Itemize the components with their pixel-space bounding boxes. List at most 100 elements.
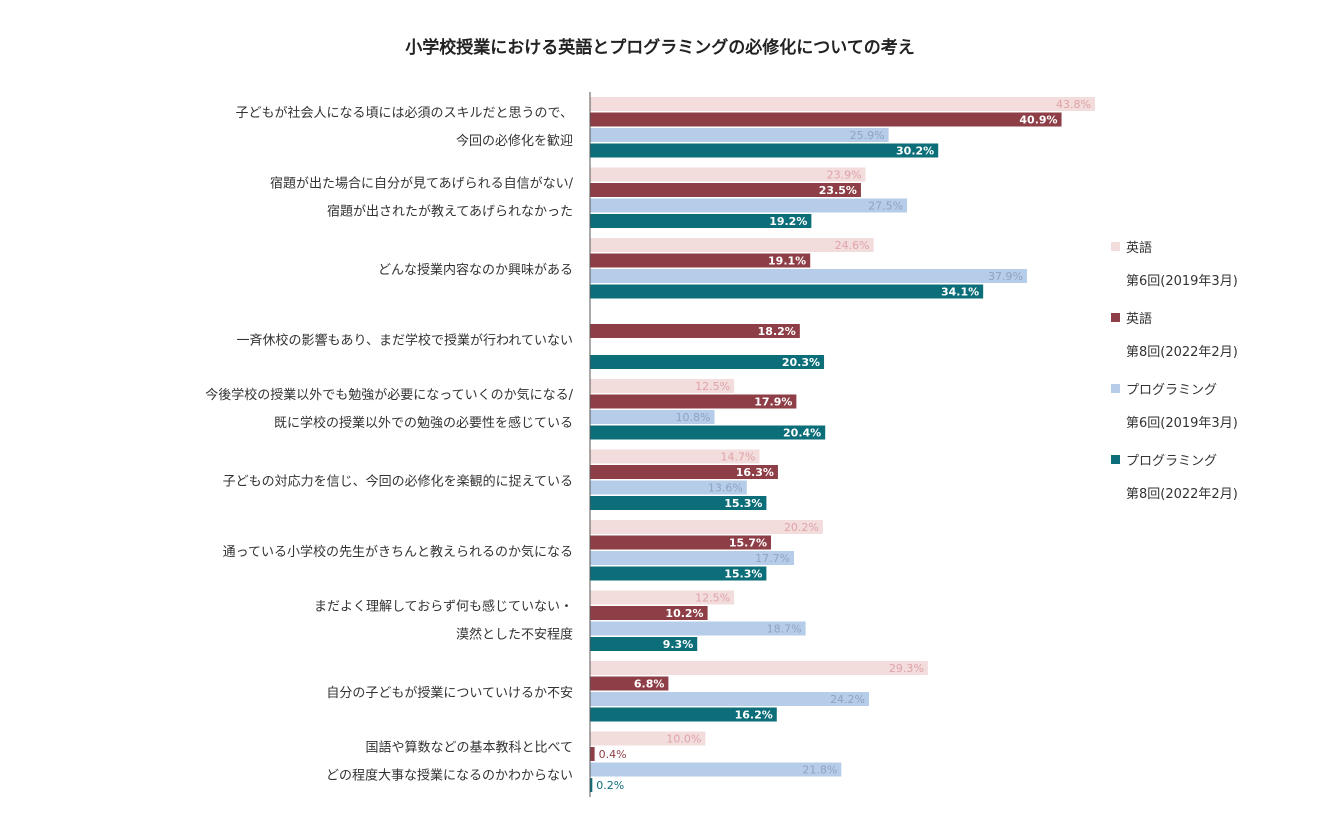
legend-period-2: 第6回(2019年3月) bbox=[1126, 416, 1238, 431]
data-label-series-1-cat-1: 23.5% bbox=[819, 184, 857, 197]
bar-series-3-cat-5 bbox=[590, 496, 767, 510]
data-label-series-1-cat-3: 18.2% bbox=[758, 325, 796, 338]
legend-period-3: 第8回(2022年2月) bbox=[1126, 487, 1238, 502]
bar-series-0-cat-5 bbox=[590, 449, 760, 464]
bar-series-1-cat-8 bbox=[590, 676, 669, 691]
chart-title: 小学校授業における英語とプログラミングの必修化についての考え bbox=[405, 37, 915, 58]
data-label-series-2-cat-0: 25.9% bbox=[850, 129, 885, 142]
bar-series-0-cat-1 bbox=[590, 167, 866, 182]
bar-series-3-cat-2 bbox=[590, 284, 984, 299]
category-label-8-line-0: 自分の子どもが授業についていけるか不安 bbox=[326, 685, 573, 701]
data-label-series-0-cat-5: 14.7% bbox=[721, 451, 756, 464]
bar-series-3-cat-8 bbox=[590, 707, 777, 722]
data-label-series-2-cat-4: 10.8% bbox=[676, 411, 711, 424]
legend-name-1: 英語 bbox=[1126, 311, 1152, 327]
data-label-series-1-cat-5: 16.3% bbox=[736, 466, 774, 479]
data-label-series-3-cat-5: 15.3% bbox=[724, 497, 762, 510]
data-label-series-3-cat-9: 0.2% bbox=[596, 779, 624, 792]
bar-series-0-cat-8 bbox=[590, 661, 928, 675]
data-label-series-3-cat-0: 30.2% bbox=[896, 145, 934, 158]
legend: 英語第6回(2019年3月)英語第8回(2022年2月)プログラミング第6回(2… bbox=[1111, 240, 1238, 502]
legend-period-1: 第8回(2022年2月) bbox=[1126, 345, 1238, 360]
bar-series-2-cat-9 bbox=[590, 762, 842, 777]
bar-series-2-cat-6 bbox=[590, 551, 795, 565]
data-label-series-2-cat-2: 37.9% bbox=[988, 270, 1023, 283]
category-label-1-line-1: 宿題が出されたが教えてあげられなかった bbox=[327, 204, 573, 220]
category-label-0-line-1: 今回の必修化を歓迎 bbox=[456, 133, 573, 149]
category-labels: 子どもが社会人になる頃には必須のスキルだと思うので、今回の必修化を歓迎宿題が出た… bbox=[205, 105, 573, 784]
category-label-2-line-0: どんな授業内容なのか興味がある bbox=[378, 262, 573, 278]
bar-series-0-cat-0 bbox=[590, 97, 1095, 111]
bar-series-2-cat-1 bbox=[590, 198, 908, 213]
bar-series-1-cat-3 bbox=[590, 324, 800, 338]
data-label-series-3-cat-6: 15.3% bbox=[724, 568, 762, 581]
data-label-series-1-cat-9: 0.4% bbox=[599, 748, 627, 761]
bar-series-2-cat-0 bbox=[590, 128, 889, 142]
data-label-series-0-cat-6: 20.2% bbox=[784, 521, 819, 534]
bar-series-2-cat-5 bbox=[590, 480, 747, 495]
data-label-series-1-cat-2: 19.1% bbox=[768, 255, 806, 268]
bar-series-1-cat-7 bbox=[590, 606, 708, 620]
category-label-4-line-1: 既に学校の授業以外での勉強の必要性を感じている bbox=[274, 415, 573, 431]
category-label-4-line-0: 今後学校の授業以外でも勉強が必要になっていくのか気になる/ bbox=[205, 387, 573, 403]
bar-series-3-cat-1 bbox=[590, 214, 812, 228]
data-label-series-1-cat-0: 40.9% bbox=[1019, 114, 1057, 127]
bar-series-3-cat-9 bbox=[590, 778, 593, 792]
data-label-series-0-cat-2: 24.6% bbox=[835, 239, 870, 252]
data-label-series-2-cat-9: 21.8% bbox=[802, 764, 837, 777]
bar-series-1-cat-6 bbox=[590, 535, 772, 550]
category-label-3-line-0: 一斉休校の影響もあり、まだ学校で授業が行われていない bbox=[237, 333, 573, 349]
bars-group: 43.8% 40.9% 25.9% 30.2% 23.9% 23.5% 27.5% 19.2%… bbox=[590, 97, 1095, 792]
data-label-series-2-cat-8: 24.2% bbox=[830, 693, 865, 706]
category-label-0-line-0: 子どもが社会人になる頃には必須のスキルだと思うので、 bbox=[236, 105, 573, 121]
legend-name-3: プログラミング bbox=[1126, 454, 1217, 469]
data-label-series-0-cat-0: 43.8% bbox=[1056, 98, 1091, 111]
bar-series-0-cat-4 bbox=[590, 379, 735, 393]
bar-series-2-cat-4 bbox=[590, 410, 715, 424]
bar-series-0-cat-9 bbox=[590, 731, 706, 746]
bar-series-3-cat-7 bbox=[590, 637, 698, 651]
data-label-series-0-cat-9: 10.0% bbox=[666, 733, 701, 746]
bar-series-3-cat-6 bbox=[590, 566, 767, 581]
data-label-series-2-cat-1: 27.5% bbox=[868, 200, 903, 213]
legend-name-2: プログラミング bbox=[1126, 383, 1217, 398]
bar-series-2-cat-8 bbox=[590, 692, 870, 706]
category-label-9-line-0: 国語や算数などの基本教科と比べて bbox=[366, 740, 573, 756]
category-label-7-line-1: 漠然とした不安程度 bbox=[456, 627, 573, 643]
category-label-7-line-0: まだよく理解しておらず何も感じていない・ bbox=[314, 599, 573, 615]
bar-series-1-cat-4 bbox=[590, 394, 797, 409]
bar-series-1-cat-5 bbox=[590, 465, 778, 479]
bar-series-1-cat-9 bbox=[590, 747, 595, 761]
bar-series-1-cat-0 bbox=[590, 112, 1062, 127]
data-label-series-3-cat-4: 20.4% bbox=[783, 427, 821, 440]
bar-series-0-cat-2 bbox=[590, 238, 874, 252]
category-label-9-line-1: どの程度大事な授業になるのかわからない bbox=[326, 768, 573, 784]
data-label-series-1-cat-8: 6.8% bbox=[634, 678, 665, 691]
bar-series-0-cat-6 bbox=[590, 520, 823, 534]
data-label-series-2-cat-7: 18.7% bbox=[767, 623, 802, 636]
legend-swatch-1 bbox=[1111, 313, 1120, 322]
data-label-series-0-cat-1: 23.9% bbox=[827, 169, 862, 182]
data-label-series-0-cat-7: 12.5% bbox=[695, 592, 730, 605]
bar-series-3-cat-0 bbox=[590, 143, 939, 158]
bar-series-1-cat-2 bbox=[590, 253, 811, 268]
data-label-series-3-cat-7: 9.3% bbox=[663, 638, 694, 651]
category-label-5-line-0: 子どもの対応力を信じ、今回の必修化を楽観的に捉えている bbox=[223, 474, 573, 490]
data-label-series-0-cat-8: 29.3% bbox=[889, 662, 924, 675]
bar-series-0-cat-7 bbox=[590, 590, 735, 605]
bar-series-3-cat-4 bbox=[590, 425, 826, 440]
data-label-series-1-cat-6: 15.7% bbox=[729, 537, 767, 550]
data-label-series-1-cat-4: 17.9% bbox=[754, 396, 792, 409]
bar-series-1-cat-1 bbox=[590, 183, 861, 197]
legend-swatch-2 bbox=[1111, 384, 1120, 393]
data-label-series-2-cat-6: 17.7% bbox=[755, 552, 790, 565]
bar-series-3-cat-3 bbox=[590, 355, 825, 369]
data-label-series-2-cat-5: 13.6% bbox=[708, 482, 743, 495]
data-label-series-1-cat-7: 10.2% bbox=[665, 607, 703, 620]
data-label-series-3-cat-1: 19.2% bbox=[769, 215, 807, 228]
data-label-series-3-cat-2: 34.1% bbox=[941, 286, 979, 299]
bar-series-2-cat-7 bbox=[590, 621, 806, 636]
bar-series-2-cat-2 bbox=[590, 269, 1027, 283]
legend-period-0: 第6回(2019年3月) bbox=[1126, 274, 1238, 289]
